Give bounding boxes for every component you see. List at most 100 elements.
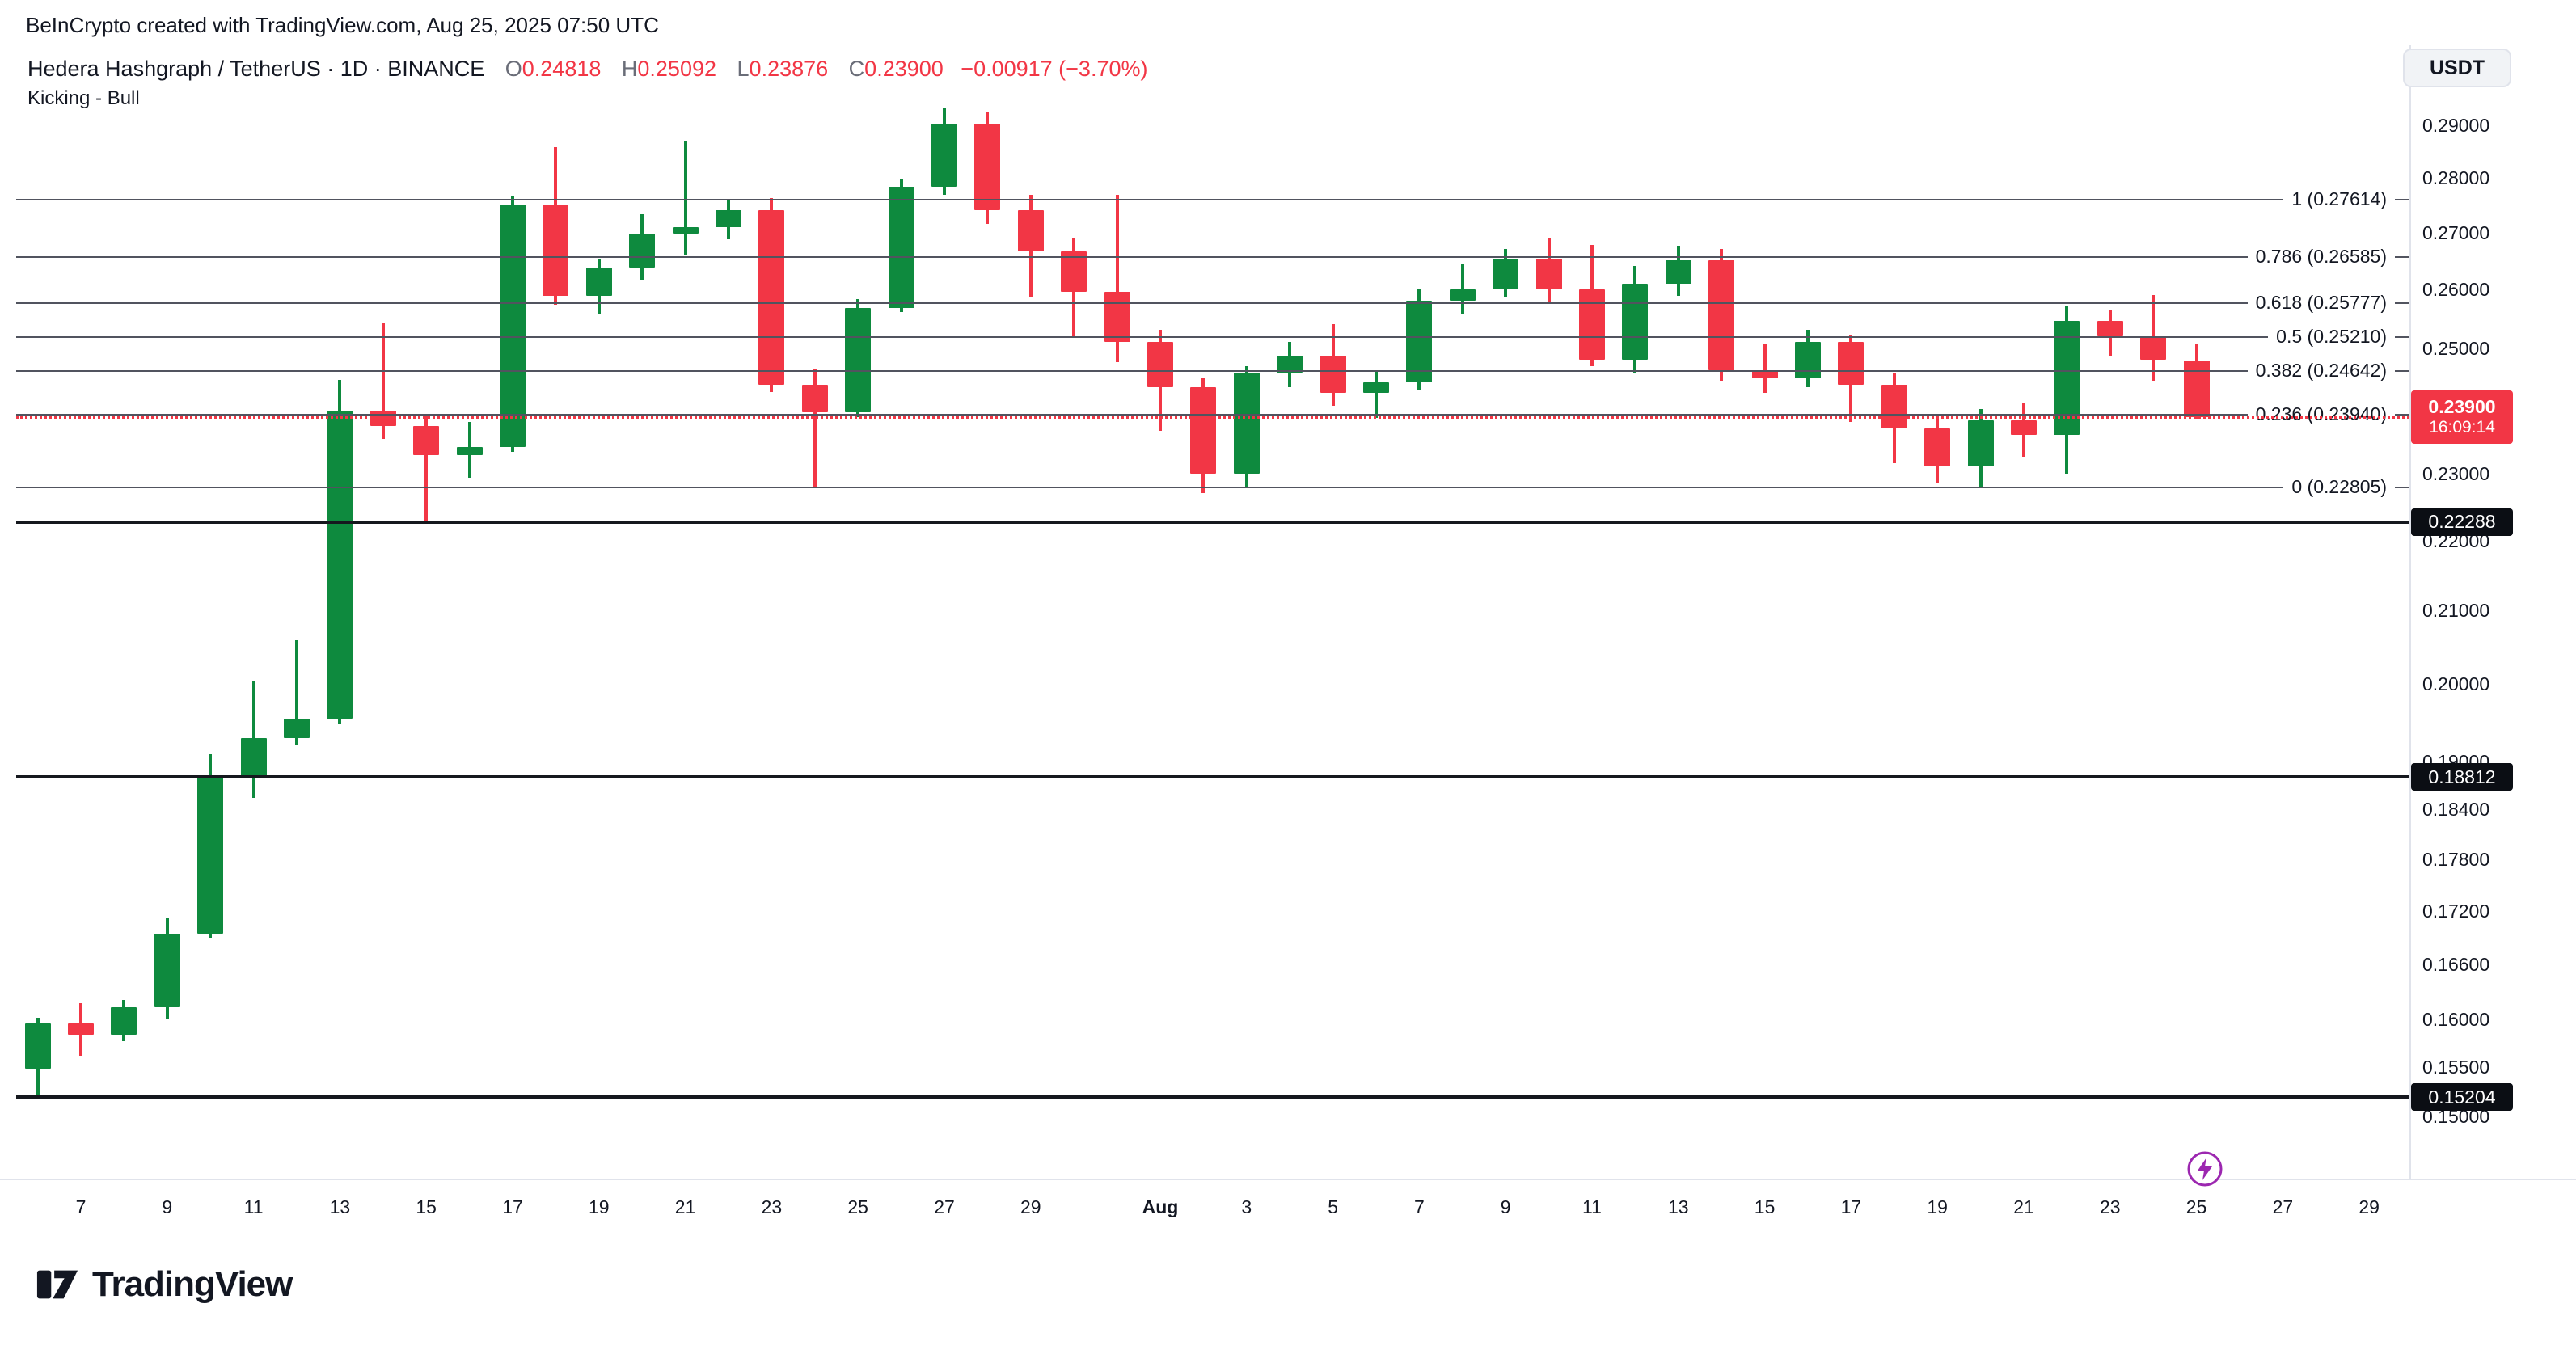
candle-body (2140, 335, 2167, 361)
price-tick-label: 0.18400 (2422, 799, 2490, 821)
fib-level-label: 0.236 (0.23940) (2247, 400, 2395, 428)
last-price-value: 0.23900 (2428, 396, 2496, 418)
last-price-line (16, 416, 2409, 419)
candle-body (1190, 386, 1217, 474)
candle-body (1795, 342, 1821, 379)
time-tick-label: 9 (1500, 1196, 1511, 1217)
candle-body (716, 210, 741, 227)
candle-body (1838, 342, 1864, 385)
time-tick-label: 25 (847, 1196, 868, 1217)
time-tick-label: 27 (934, 1196, 955, 1217)
time-axis-separator (0, 1179, 2576, 1180)
change-value: −0.00917 (−3.70%) (961, 57, 1148, 81)
candle-body (801, 384, 828, 412)
lightning-marker-icon[interactable] (2186, 1150, 2223, 1188)
candle-body (1535, 259, 1562, 289)
candle-wick (1763, 344, 1767, 394)
time-tick-label: 19 (589, 1196, 610, 1217)
candle-body (672, 226, 699, 234)
time-tick-label: Aug (1142, 1196, 1179, 1217)
price-tick-label: 0.28000 (2422, 167, 2490, 189)
close-value: 0.23900 (864, 57, 944, 81)
candle-body (2011, 420, 2037, 435)
candle-body (2183, 360, 2210, 417)
high-label: H (621, 57, 638, 81)
candle-body (1320, 355, 1346, 394)
candle-body (68, 1023, 94, 1035)
price-tick-label: 0.15500 (2422, 1057, 2490, 1078)
candle-body (1751, 370, 1778, 379)
price-tick-label: 0.27000 (2422, 221, 2490, 243)
candle-wick (295, 640, 298, 745)
candle-body (629, 233, 656, 268)
candle-body (413, 426, 440, 456)
support-level-line[interactable] (16, 520, 2409, 524)
candle-body (456, 447, 483, 456)
high-value: 0.25092 (637, 57, 716, 81)
time-tick-label: 23 (761, 1196, 783, 1217)
candle-body (1493, 259, 1519, 289)
fib-level-line[interactable] (16, 335, 2409, 338)
fib-level-label: 0 (0.22805) (2283, 473, 2395, 500)
time-tick-label: 29 (2359, 1196, 2380, 1217)
fib-level-label: 0.382 (0.24642) (2247, 356, 2395, 384)
tradingview-logo[interactable]: TradingView (36, 1263, 293, 1306)
candle-body (543, 205, 569, 297)
candle-body (931, 123, 957, 187)
fib-level-line[interactable] (16, 369, 2409, 372)
candle-body (1924, 428, 1951, 467)
candle-body (1017, 210, 1044, 252)
candle-body (1708, 260, 1735, 371)
bar-countdown: 16:09:14 (2429, 417, 2495, 437)
candle-body (1363, 382, 1389, 394)
support-price-badge: 0.15204 (2411, 1083, 2513, 1112)
candle-body (1147, 342, 1173, 387)
price-tick-label: 0.16000 (2422, 1009, 2490, 1031)
fib-level-line[interactable] (16, 199, 2409, 201)
symbol-header: Hedera Hashgraph / TetherUS · 1D · BINAN… (27, 57, 1147, 82)
candle-body (888, 186, 914, 308)
time-tick-label: 9 (162, 1196, 173, 1217)
fib-level-line[interactable] (16, 302, 2409, 305)
candle-body (1277, 355, 1303, 373)
attribution-text: BeInCrypto created with TradingView.com,… (26, 13, 659, 37)
candle-body (1061, 251, 1087, 292)
time-tick-label: 29 (1020, 1196, 1041, 1217)
candle-wick (1115, 195, 1119, 363)
candle-body (240, 738, 267, 778)
support-level-line[interactable] (16, 1095, 2409, 1099)
candle-body (1579, 289, 1605, 361)
price-tick-label: 0.25000 (2422, 338, 2490, 360)
candle-wick (1375, 370, 1378, 419)
fib-level-label: 0.786 (0.26585) (2247, 243, 2395, 270)
candle-body (500, 205, 526, 448)
low-label: L (737, 57, 750, 81)
currency-toggle-button[interactable]: USDT (2403, 49, 2511, 87)
candle-body (284, 719, 310, 739)
candle-body (1406, 301, 1433, 383)
candle-wick (813, 369, 817, 487)
fib-level-line[interactable] (16, 486, 2409, 488)
time-tick-label: 17 (1840, 1196, 1862, 1217)
time-tick-label: 13 (329, 1196, 351, 1217)
candle-body (24, 1023, 51, 1069)
candle-body (2097, 320, 2123, 336)
candle-body (845, 307, 872, 412)
price-tick-label: 0.17800 (2422, 848, 2490, 870)
time-tick-label: 19 (1927, 1196, 1948, 1217)
candle-wick (381, 322, 385, 440)
candle-body (1967, 420, 1994, 467)
fib-level-line[interactable] (16, 413, 2409, 416)
time-tick-label: 21 (2013, 1196, 2034, 1217)
candle-wick (683, 141, 687, 255)
time-tick-label: 21 (674, 1196, 696, 1217)
candle-body (1665, 260, 1691, 284)
support-level-line[interactable] (16, 775, 2409, 778)
candle-body (111, 1006, 137, 1035)
candle-body (1104, 291, 1130, 343)
fib-level-line[interactable] (16, 255, 2409, 258)
